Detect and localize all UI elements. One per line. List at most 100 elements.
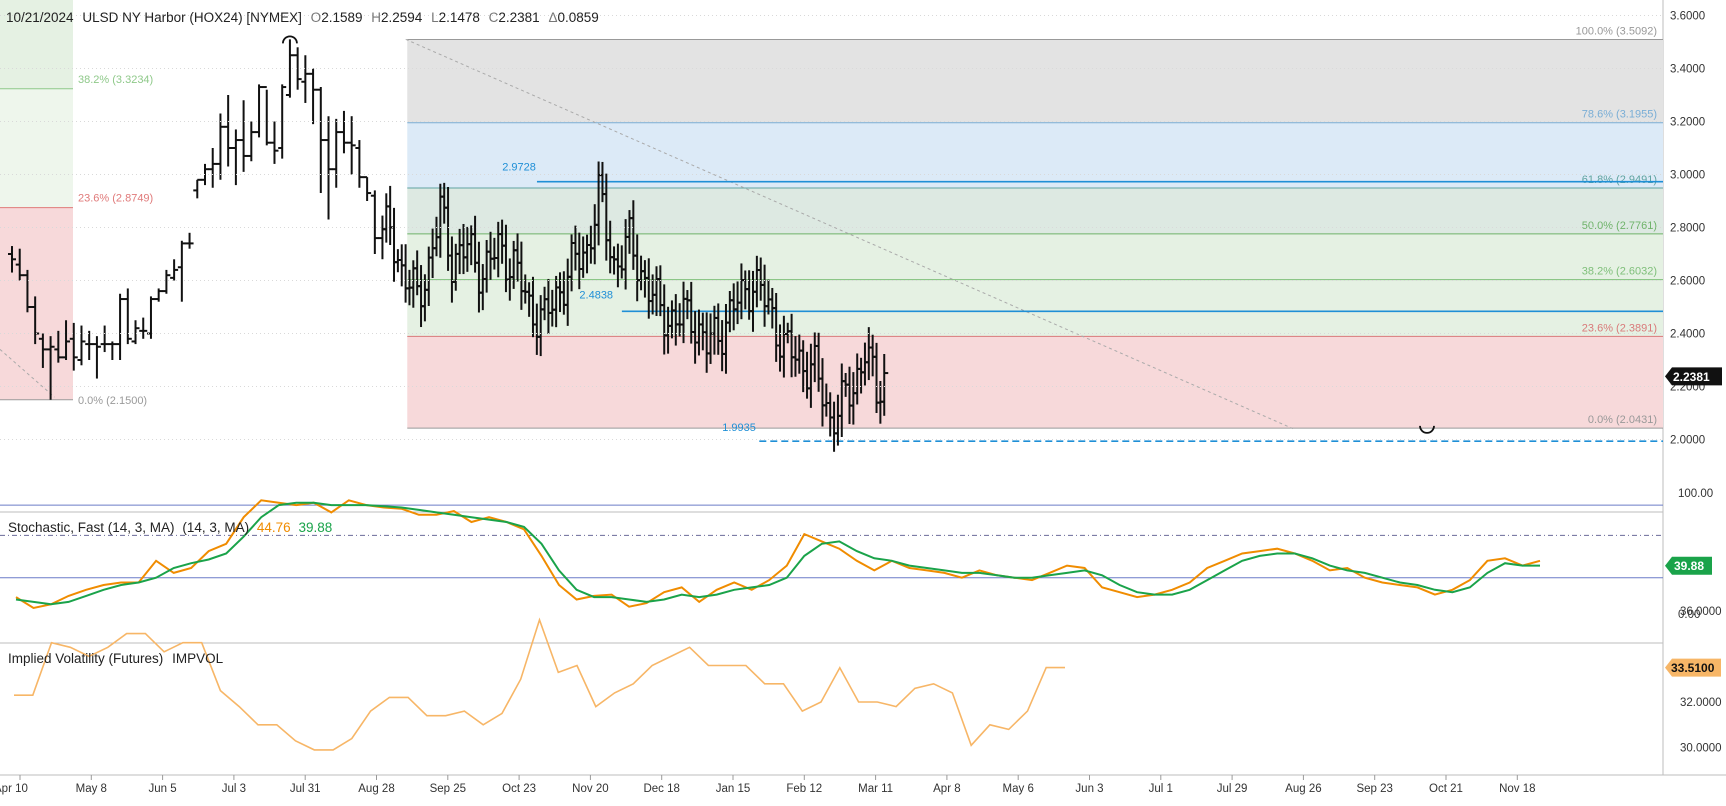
time-axis-tick: Mar 11 — [858, 783, 893, 795]
stochastic-badge — [1665, 556, 1712, 575]
stochastic-name: Stochastic, Fast (14, 3, MA) — [8, 520, 175, 535]
price-bar — [285, 39, 294, 98]
header-low-label: L — [431, 10, 439, 25]
fib-left-label: 38.2% (3.3234) — [78, 74, 153, 86]
fib-main-label: 78.6% (3.1955) — [1582, 109, 1657, 121]
last-price-badge — [1665, 367, 1722, 386]
time-axis-tick: Jul 1 — [1149, 783, 1173, 795]
time-axis-tick: Oct 21 — [1429, 783, 1463, 795]
price-bar — [378, 215, 387, 260]
time-axis-tick: Nov 20 — [572, 783, 608, 795]
fib-left-label: 0.0% (2.1500) — [78, 395, 147, 407]
time-axis-tick: May 8 — [76, 783, 107, 795]
price-bar — [146, 296, 155, 339]
fib-main-zone — [407, 122, 1663, 188]
implied-volatility-panel: 36.0000 32.0000 30.0000 33.5100 — [14, 606, 1722, 755]
price-bar — [255, 84, 264, 138]
price-bar — [386, 185, 395, 246]
price-axis-tick: 2.6000 — [1670, 276, 1705, 288]
header-close: 2.2381 — [498, 10, 539, 25]
channel-label-upper: 2.9728 — [502, 162, 536, 174]
price-bar — [177, 240, 186, 302]
price-axis-tick: 3.0000 — [1670, 170, 1705, 182]
time-axis-tick: Jul 29 — [1217, 783, 1248, 795]
price-bar — [332, 118, 341, 188]
ivol-name: Implied Volatility (Futures) — [8, 651, 163, 666]
price-bar — [170, 259, 179, 281]
price-bar — [69, 322, 78, 371]
price-bar — [193, 178, 202, 199]
fib-left-zone-low — [0, 207, 73, 400]
price-bar — [62, 320, 71, 360]
price-bar — [139, 317, 148, 339]
ivol-axis-tick: 30.0000 — [1680, 743, 1722, 755]
price-bar — [324, 116, 333, 220]
price-bar — [15, 248, 24, 281]
price-bar — [154, 288, 163, 302]
price-axis-tick: 2.8000 — [1670, 223, 1705, 235]
time-axis-tick: Jun 3 — [1075, 783, 1103, 795]
swing-high-marker — [282, 35, 298, 44]
time-axis-tick: Jul 3 — [222, 783, 246, 795]
time-axis-tick: Aug 26 — [1285, 783, 1321, 795]
price-bar — [382, 193, 391, 243]
stochastic-params: (14, 3, MA) — [182, 520, 249, 535]
fib-main-zone — [407, 187, 1663, 234]
header-change: 0.0859 — [557, 10, 598, 25]
time-axis-tick: Nov 18 — [1499, 783, 1535, 795]
price-bar — [108, 341, 117, 360]
swing-low-marker — [1419, 425, 1435, 434]
price-bar — [116, 293, 125, 360]
time-axis-tick: Jun 5 — [149, 783, 177, 795]
price-bar — [224, 95, 233, 167]
price-bar — [162, 269, 171, 294]
header-low: 2.1478 — [439, 10, 480, 25]
price-bar — [231, 129, 240, 186]
fib-left-zone-top — [0, 0, 73, 89]
time-axis-tick: Apr 10 — [0, 783, 28, 795]
price-bar — [92, 336, 101, 379]
stochastic-panel: 100.00 0.00 39.88 — [0, 488, 1713, 621]
price-bar — [278, 84, 287, 159]
price-bar — [100, 325, 109, 353]
header-open-label: O — [311, 10, 322, 25]
channel-label-lower: 2.4838 — [579, 289, 613, 301]
stochastic-axis-tick: 100.00 — [1678, 488, 1713, 500]
stochastic-title: Stochastic, Fast (14, 3, MA) (14, 3, MA)… — [8, 520, 332, 535]
price-bar — [23, 269, 32, 313]
header-high: 2.2594 — [381, 10, 423, 25]
fib-main-label: 50.0% (2.7761) — [1582, 220, 1657, 232]
price-axis-tick: 2.4000 — [1670, 329, 1705, 341]
price-axis-tick: 3.4000 — [1670, 64, 1705, 76]
last-price-label: 2.2381 — [1673, 370, 1710, 384]
stochastic-k-value: 44.76 — [257, 520, 291, 535]
price-panel: 38.2% (3.3234) 23.6% (2.8749) 0.0% (2.1500… — [0, 0, 1722, 452]
price-bar — [270, 121, 279, 164]
stochastic-axis-tick: 0.00 — [1678, 609, 1700, 621]
price-bar — [216, 113, 225, 180]
time-axis-tick: Feb 12 — [786, 783, 822, 795]
price-bar — [880, 354, 889, 416]
ivol-code: IMPVOL — [172, 651, 224, 666]
ivol-axis-tick: 32.0000 — [1680, 697, 1722, 709]
time-axis-tick: Dec 18 — [643, 783, 679, 795]
header-change-label: Δ — [548, 10, 557, 25]
stochastic-d-line — [15, 501, 1540, 606]
trend-line-left — [0, 349, 55, 398]
price-bar — [247, 121, 256, 162]
ivol-title: Implied Volatility (Futures) IMPVOL — [8, 651, 224, 666]
price-bar — [390, 207, 399, 282]
fib-main-zone — [407, 39, 1663, 123]
chart-header: 10/21/2024 ULSD NY Harbor (HOX24) [NYMEX… — [6, 10, 599, 25]
fib-main-label: 23.6% (2.3891) — [1582, 322, 1657, 334]
price-bar — [293, 47, 302, 90]
time-axis-tick: Sep 25 — [430, 783, 466, 795]
price-bar — [309, 68, 318, 125]
fib-left-zone-mid — [0, 88, 73, 208]
header-symbol: ULSD NY Harbor (HOX24) [NYMEX] — [82, 10, 302, 25]
price-bar — [316, 87, 325, 194]
fib-main-label: 61.8% (2.9491) — [1582, 174, 1657, 186]
stochastic-badge-label: 39.88 — [1674, 559, 1704, 573]
